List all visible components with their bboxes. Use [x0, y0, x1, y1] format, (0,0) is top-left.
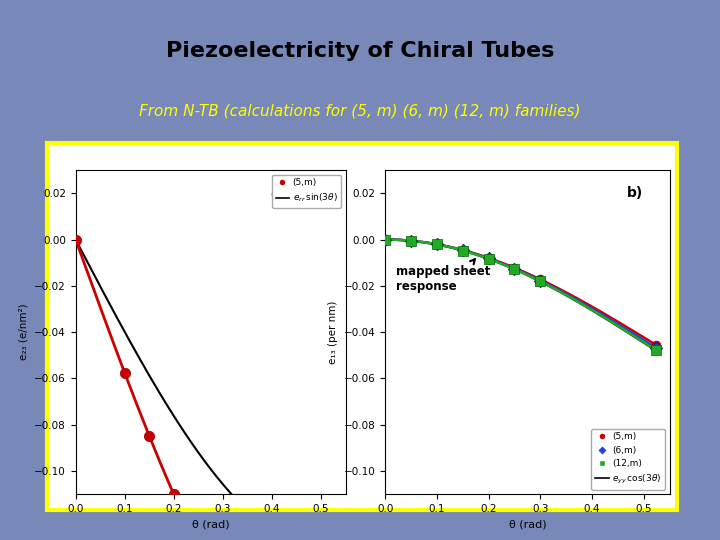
Point [509, 264, 521, 272]
Text: a): a) [270, 186, 286, 200]
Point [534, 277, 546, 286]
Point [379, 235, 391, 244]
Point [405, 237, 417, 245]
Legend: (5,m), (6,m), (12,m), $e_{yy}\,\cos(3\theta)$: (5,m), (6,m), (12,m), $e_{yy}\,\cos(3\th… [591, 429, 665, 490]
Point [534, 275, 546, 284]
Point [379, 235, 391, 244]
X-axis label: θ (rad): θ (rad) [192, 519, 230, 529]
Legend: (5,m), $e_{rr}\,\sin(3\theta)$: (5,m), $e_{rr}\,\sin(3\theta)$ [272, 174, 341, 208]
Point [143, 431, 155, 440]
X-axis label: θ (rad): θ (rad) [508, 519, 546, 529]
Point [650, 341, 662, 349]
Point [534, 276, 546, 285]
Y-axis label: e₁₃ (per nm): e₁₃ (per nm) [328, 300, 338, 364]
Point [405, 237, 417, 245]
Point [431, 240, 443, 249]
Point [70, 235, 81, 244]
Y-axis label: e₂₃ (e/nm²): e₂₃ (e/nm²) [19, 304, 29, 360]
Point [483, 254, 495, 263]
Text: From N-TB (calculations for (5, m) (6, m) (12, m) families): From N-TB (calculations for (5, m) (6, m… [139, 103, 581, 118]
Point [509, 265, 521, 274]
Text: b): b) [627, 186, 643, 200]
Point [168, 490, 179, 498]
Point [483, 254, 495, 262]
Text: Piezoelectricity of Chiral Tubes: Piezoelectricity of Chiral Tubes [166, 41, 554, 62]
Point [509, 264, 521, 273]
Point [431, 240, 443, 248]
Point [405, 237, 417, 245]
Point [457, 246, 469, 255]
Text: mapped sheet
response: mapped sheet response [395, 259, 490, 293]
Point [483, 254, 495, 263]
Text: mapped sheet
response: mapped sheet response [0, 539, 1, 540]
Point [650, 346, 662, 355]
Text: tube: tube [0, 539, 1, 540]
Point [431, 240, 443, 249]
Point [457, 246, 469, 254]
Point [119, 369, 130, 377]
Point [650, 343, 662, 352]
Point [379, 235, 391, 244]
Point [457, 246, 469, 255]
